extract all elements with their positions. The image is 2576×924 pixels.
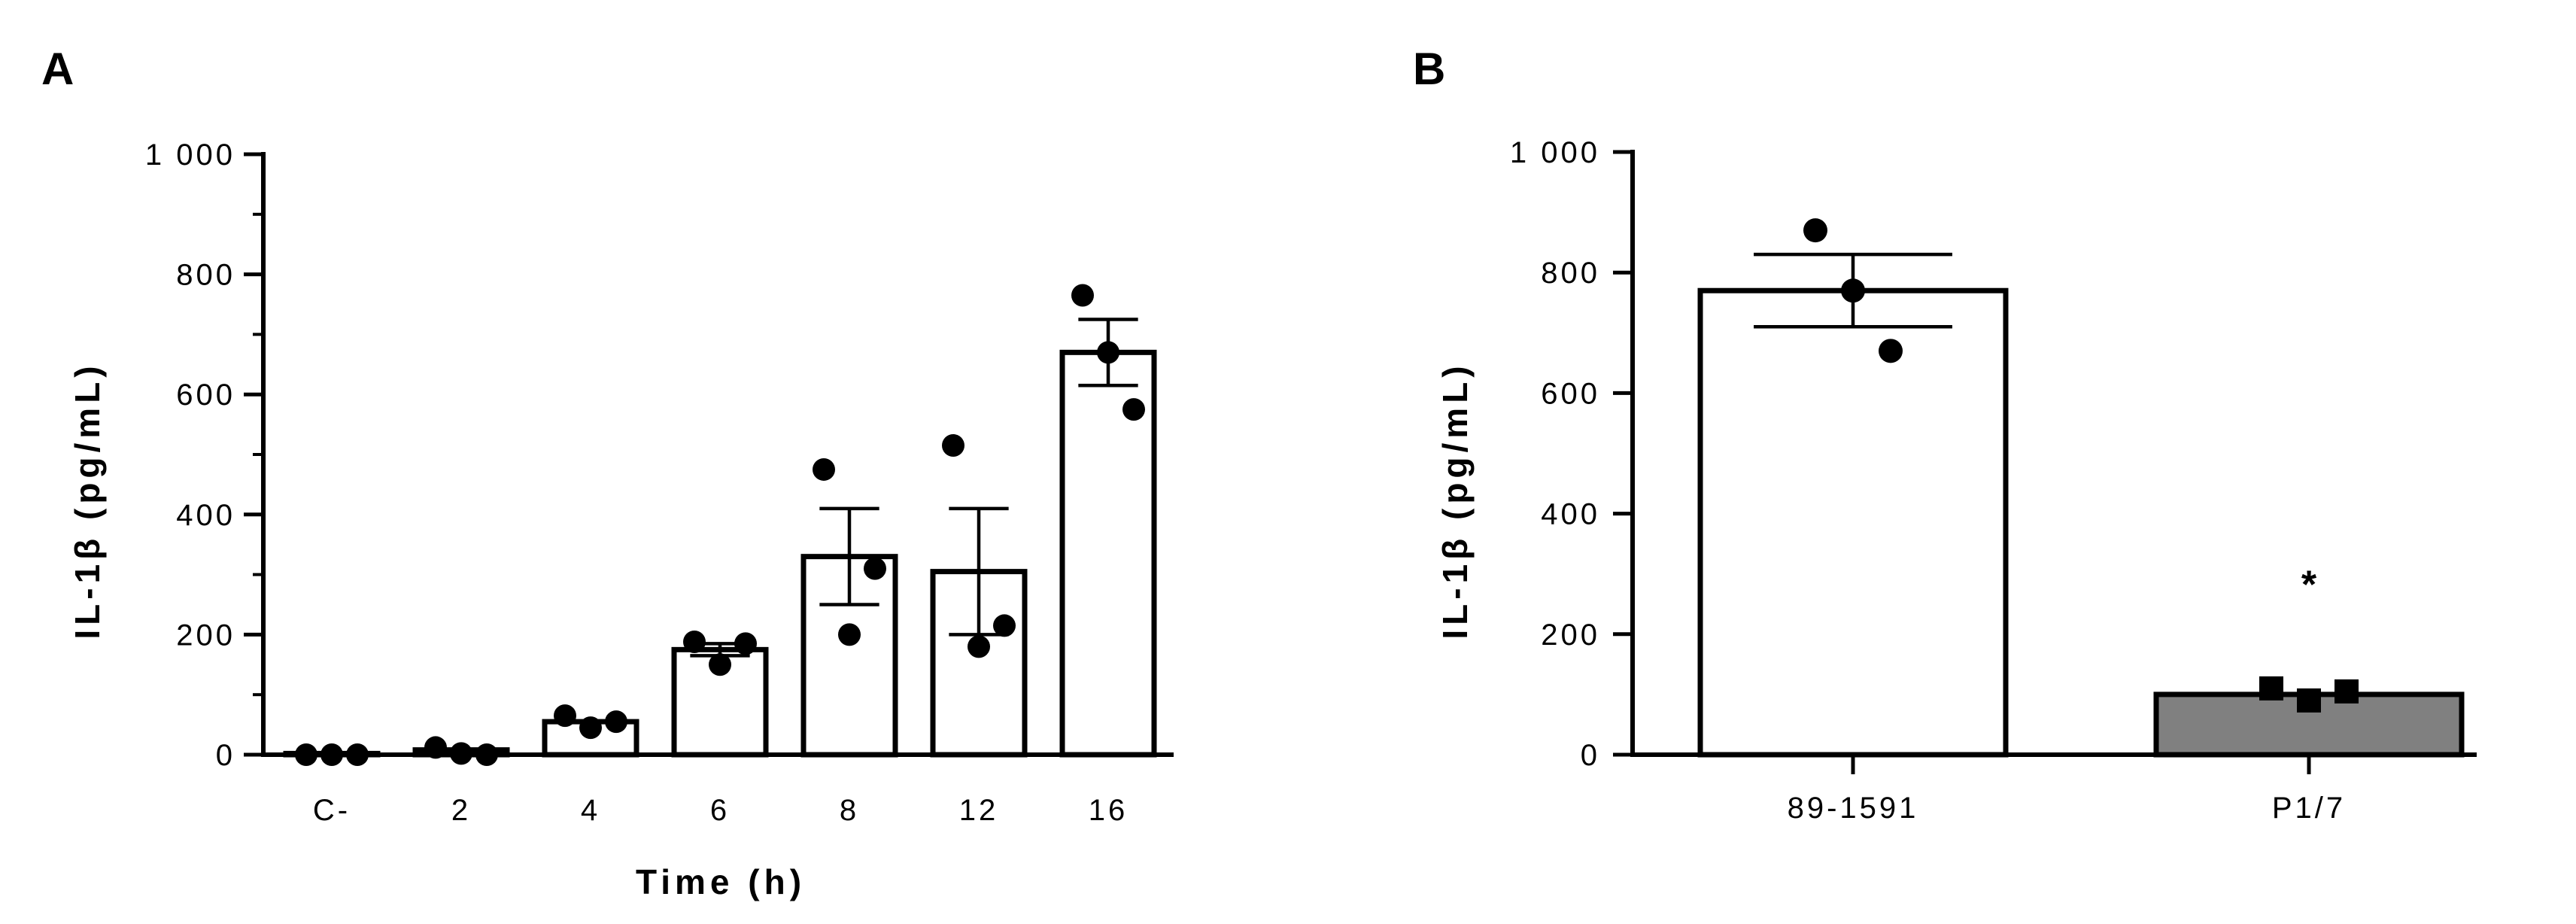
panel-b-points: [1803, 218, 2359, 713]
panel-a-axes: [244, 152, 1174, 757]
y-tick-label-400: 400: [1541, 498, 1600, 531]
data-point-4-3: [605, 710, 627, 734]
x-tick-label-8: 8: [840, 794, 859, 827]
y-tick-label-1000: 1 000: [145, 138, 235, 172]
error-bar-8: [819, 506, 879, 606]
x-tick-label-P1/7: P1/7: [2272, 792, 2346, 825]
data-point-12-1: [942, 434, 964, 457]
data-point-6-2: [709, 653, 731, 676]
panel-a-x-axis-title: Time (h): [636, 862, 806, 901]
y-tick-label-600: 600: [1541, 377, 1600, 410]
data-point-P1/7-1: [2259, 676, 2283, 701]
data-point-8-1: [813, 457, 835, 481]
x-tick-label-4: 4: [581, 794, 600, 827]
panel-a-letter: A: [41, 44, 74, 94]
y-tick-label-1000: 1 000: [1510, 136, 1600, 169]
y-tick-label-600: 600: [176, 378, 235, 412]
y-tick-label-400: 400: [176, 499, 235, 532]
panel-b-significance: *: [2301, 564, 2317, 607]
panel-b-y-axis-title: IL-1β (pg/mL): [1435, 361, 1475, 639]
panel-b-x-tick-labels: 89-1591 P1/7: [1788, 792, 2346, 825]
panel-a-x-tick-labels: C- 2 4 6 8 12 16: [313, 794, 1129, 827]
panel-a-y-tick-labels: 0 200 400 600 800 1 000: [145, 138, 235, 772]
data-point-89-1591-1: [1803, 218, 1827, 243]
panel-b-letter: B: [1413, 44, 1445, 94]
data-point-6-3: [734, 632, 757, 655]
data-point-12-2: [968, 635, 990, 658]
x-tick-label-6: 6: [710, 794, 730, 827]
panel-b-bars: [1697, 287, 2465, 758]
panel-b: B 0 200 400 600 800 1 000 89-1591 P1/7 * IL-1β…: [1413, 44, 2477, 825]
panel-a-bars: [283, 349, 1157, 758]
data-point-P1/7-2: [2297, 688, 2321, 713]
y-tick-label-0: 0: [216, 739, 235, 772]
x-tick-label-89-1591: 89-1591: [1788, 792, 1919, 825]
significance-marker-P1/7: *: [2301, 564, 2317, 607]
y-tick-label-200: 200: [176, 619, 235, 652]
data-point-4-2: [579, 716, 602, 740]
panel-b-axes: [1613, 150, 2477, 774]
data-point-89-1591-3: [1879, 339, 1903, 363]
data-point-16-1: [1071, 284, 1094, 307]
bar-89-1591: [1697, 287, 2009, 758]
data-point-16-3: [1122, 398, 1145, 421]
data-point-8-3: [864, 557, 886, 580]
data-point-P1/7-3: [2334, 679, 2359, 704]
data-point-6-1: [683, 630, 706, 653]
y-tick-label-800: 800: [176, 259, 235, 292]
data-point-12-3: [993, 614, 1016, 637]
panel-b-y-tick-labels: 0 200 400 600 800 1 000: [1510, 136, 1600, 772]
x-tick-label-12: 12: [959, 794, 999, 827]
data-point-4-1: [554, 704, 576, 728]
x-tick-label-2: 2: [451, 794, 471, 827]
data-point-89-1591-2: [1841, 278, 1865, 303]
data-point-8-2: [838, 623, 861, 646]
x-tick-label-16: 16: [1089, 794, 1129, 827]
x-tick-label-C-: C-: [313, 794, 351, 827]
y-tick-label-0: 0: [1581, 739, 1600, 772]
panel-a-y-axis-title: IL-1β (pg/mL): [68, 361, 107, 639]
panel-a: A 0 200 400 600 800 1 000 C- 2 4 6 8 12 16 Time (h)…: [41, 44, 1174, 901]
y-tick-label-200: 200: [1541, 619, 1600, 652]
y-tick-label-800: 800: [1541, 257, 1600, 290]
data-point-16-2: [1097, 341, 1119, 364]
